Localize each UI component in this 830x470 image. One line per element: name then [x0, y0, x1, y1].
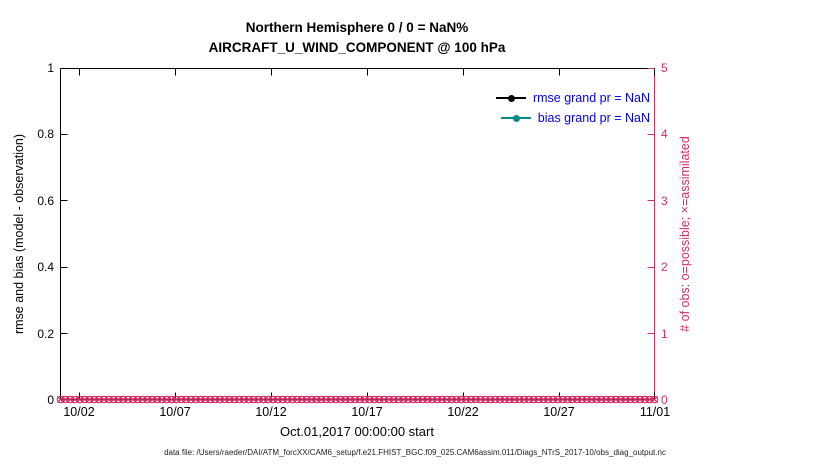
legend: rmse grand pr = NaN bias grand pr = NaN [400, 88, 650, 128]
xtick-10-27: 10/27 [543, 405, 575, 419]
xtick-10-22: 10/22 [447, 405, 479, 419]
xtick-10-02: 10/02 [63, 405, 95, 419]
bias-dot-marker [512, 114, 520, 122]
legend-label-bias: bias grand pr = NaN [537, 111, 650, 125]
right-ytick-1: 1 [661, 327, 668, 341]
right-axis-ticks [647, 68, 655, 400]
xtick-10-07: 10/07 [159, 405, 191, 419]
left-ytick-0: 0 [47, 393, 54, 407]
plot-box [60, 68, 655, 400]
right-ytick-2: 2 [661, 260, 668, 274]
legend-label-rmse: rmse grand pr = NaN [532, 91, 650, 105]
legend-item-rmse: rmse grand pr = NaN [400, 88, 650, 108]
bias-line-marker [500, 114, 531, 122]
left-ytick-1: 1 [47, 61, 54, 75]
xtick-10-12: 10/12 [255, 405, 287, 419]
left-axis-ticks [60, 68, 68, 400]
right-y-axis-label: # of obs: o=possible; ×=assimilated [678, 136, 692, 332]
rmse-dot-marker [507, 94, 515, 102]
plot-title-line1: Northern Hemisphere 0 / 0 = NaN% [245, 20, 469, 35]
plot-title-line2: AIRCRAFT_U_WIND_COMPONENT @ 100 hPa [208, 40, 506, 55]
rmse-line-marker [495, 94, 526, 102]
top-axis-ticks [79, 68, 655, 76]
right-ytick-4: 4 [661, 127, 668, 141]
xtick-10-17: 10/17 [351, 405, 383, 419]
legend-item-bias: bias grand pr = NaN [400, 108, 650, 128]
data-file-caption: data file: /Users/raeder/DAI/ATM_forcXX/… [164, 448, 666, 457]
x-axis-label: Oct.01,2017 00:00:00 start [280, 424, 434, 439]
left-ytick-0_2: 0.2 [37, 327, 54, 341]
left-y-axis-label: rmse and bias (model - observation) [12, 133, 26, 335]
left-ytick-0_8: 0.8 [37, 127, 54, 141]
xtick-11-01: 11/01 [639, 405, 671, 419]
left-ytick-0_6: 0.6 [37, 194, 54, 208]
right-ytick-0: 0 [661, 393, 668, 407]
right-ytick-5: 5 [661, 61, 668, 75]
left-ytick-0_4: 0.4 [37, 260, 54, 274]
right-ytick-3: 3 [661, 194, 668, 208]
obs-markers-layer [56, 395, 659, 404]
